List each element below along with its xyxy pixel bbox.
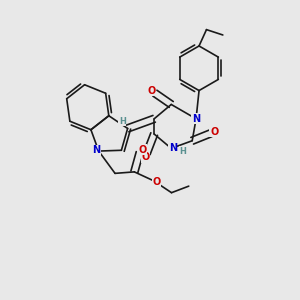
Text: H: H — [119, 116, 126, 125]
Text: H: H — [179, 147, 186, 156]
Text: O: O — [152, 177, 161, 187]
Text: N: N — [169, 143, 177, 153]
Text: N: N — [92, 146, 100, 155]
Text: O: O — [141, 152, 149, 162]
Text: N: N — [192, 114, 200, 124]
Text: O: O — [139, 145, 147, 154]
Text: O: O — [210, 127, 218, 137]
Text: O: O — [147, 86, 155, 96]
